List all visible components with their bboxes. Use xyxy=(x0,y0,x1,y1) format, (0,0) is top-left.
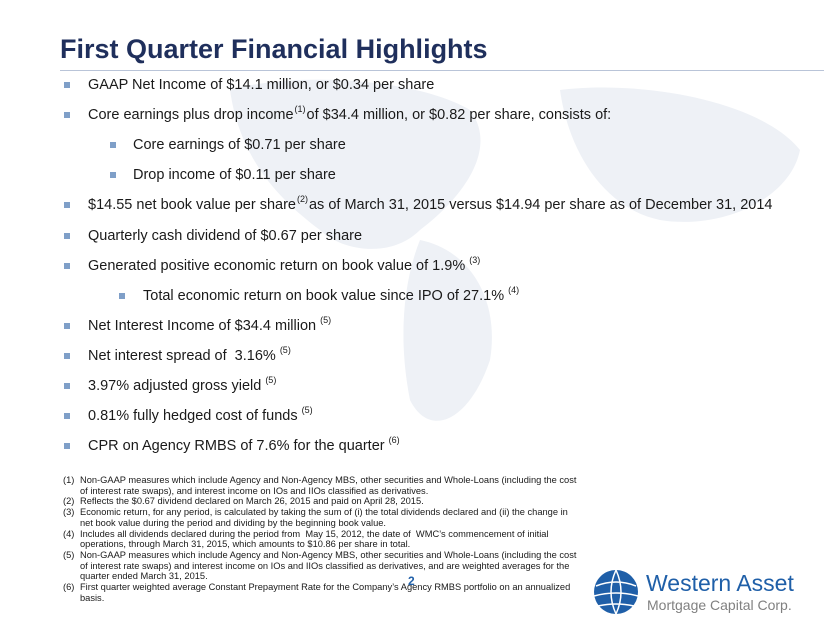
footnote-text: basis. xyxy=(80,592,105,603)
bullet-text: CPR on Agency RMBS of 7.6% for the quart… xyxy=(88,438,385,455)
bullet-marker xyxy=(64,352,70,359)
logo-name: Western Asset xyxy=(646,570,794,596)
footnote-text: Non-GAAP measures which include Agency a… xyxy=(80,475,577,485)
footnote-text: net book value during the period and div… xyxy=(80,517,386,528)
bullet: Generated positive economic return on bo… xyxy=(88,254,481,276)
footnote-number: (5) xyxy=(63,549,75,560)
logo-globe xyxy=(593,569,639,615)
footnote-ref: (2) xyxy=(296,194,308,205)
footnote-ref: (5) xyxy=(265,375,277,385)
footnote-text: of interest rate swaps) and interest inc… xyxy=(80,560,570,571)
bullet: GAAP Net Income of $14.1 million, or $0.… xyxy=(88,76,434,94)
bullet-marker xyxy=(110,172,116,179)
bullet-text: of $34.4 million, or $0.82 per share, co… xyxy=(306,107,612,124)
bullet-marker xyxy=(64,322,70,329)
bullet-marker xyxy=(64,383,70,389)
footnote-ref: (3) xyxy=(469,254,481,265)
bullet-text: $14.55 net book value per share xyxy=(88,197,296,214)
bullet-marker xyxy=(119,292,125,299)
bullet: $14.55 net book value per share(2)as of … xyxy=(88,194,773,215)
bullet-text: Core earnings of $0.71 per share xyxy=(133,137,346,154)
footnote-number: (1) xyxy=(63,475,75,485)
bullet-text: 0.81% fully hedged cost of funds xyxy=(88,408,298,425)
bullet-text: Drop income of $0.11 per share xyxy=(133,167,336,184)
sub-bullet: Drop income of $0.11 per share xyxy=(133,166,336,184)
bullet-marker xyxy=(110,142,116,149)
bullet-text: Net interest spread of 3.16% xyxy=(88,347,276,364)
footnote-text: First quarter weighted average Constant … xyxy=(80,582,571,592)
bullet-marker xyxy=(64,413,70,420)
bullet-text: GAAP Net Income of $14.1 million, or $0.… xyxy=(88,77,435,93)
footnote-ref: (5) xyxy=(320,314,332,325)
bullet: Net Interest Income of $34.4 million (5) xyxy=(88,314,332,336)
footnote-number: (4) xyxy=(63,528,75,539)
bullet-marker xyxy=(64,232,70,239)
footnote-ref: (5) xyxy=(279,344,291,355)
bullet-text: Core earnings plus drop income xyxy=(88,107,294,124)
footnote-text: Non-GAAP measures which include Agency a… xyxy=(80,549,577,560)
bullet: Net interest spread of 3.16% (5) xyxy=(88,344,292,366)
bullet-text: Quarterly cash dividend of $0.67 per sha… xyxy=(88,227,363,244)
bullet: 3.97% adjusted gross yield (5) xyxy=(88,375,277,396)
bullet-marker xyxy=(64,82,70,88)
slide-title: First Quarter Financial Highlights xyxy=(60,34,488,64)
bullet-text: 3.97% adjusted gross yield xyxy=(88,378,262,394)
bullet-text: Generated positive economic return on bo… xyxy=(88,257,466,274)
bullet: CPR on Agency RMBS of 7.6% for the quart… xyxy=(88,435,401,456)
bullet-marker xyxy=(64,202,70,209)
footnote-number: (3) xyxy=(63,507,75,518)
bullet: Quarterly cash dividend of $0.67 per sha… xyxy=(88,227,362,245)
bullet-marker xyxy=(64,443,70,450)
footnote-text: Includes all dividends declared during t… xyxy=(80,528,549,539)
bullet: Core earnings plus drop income(1)of $34.… xyxy=(88,104,612,125)
page-number: 2 xyxy=(408,574,415,588)
bullet-text: Net Interest Income of $34.4 million xyxy=(88,317,317,334)
footnote-ref: (5) xyxy=(301,405,313,416)
logo-tagline: Mortgage Capital Corp. xyxy=(647,597,792,613)
bullet-marker xyxy=(64,112,70,119)
bullet-text: Total economic return on book value sinc… xyxy=(143,287,505,304)
footnote-text: Economic return, for any period, is calc… xyxy=(80,507,568,518)
footnote-text: Reflects the $0.67 dividend declared on … xyxy=(80,496,424,507)
footnote-ref: (6) xyxy=(388,435,400,446)
footnote-number: (6) xyxy=(63,582,75,592)
footnote-number: (2) xyxy=(63,496,75,507)
title-rule xyxy=(60,70,824,71)
bullet-marker xyxy=(64,262,70,269)
footnote-ref: (4) xyxy=(508,284,520,295)
sub-bullet: Core earnings of $0.71 per share xyxy=(133,136,346,154)
bullet: 0.81% fully hedged cost of funds (5) xyxy=(88,405,314,426)
footnote-text: of interest rate swaps), and interest in… xyxy=(80,485,429,496)
footnote-text: quarter ended March 31, 2015. xyxy=(80,571,208,582)
sub-bullet: Total economic return on book value sinc… xyxy=(143,284,520,306)
footnote-ref: (1) xyxy=(294,104,306,115)
bullet-text: as of March 31, 2015 versus $14.94 per s… xyxy=(308,197,773,214)
footnote-text: operations, through March 31, 2015, whic… xyxy=(80,539,411,550)
